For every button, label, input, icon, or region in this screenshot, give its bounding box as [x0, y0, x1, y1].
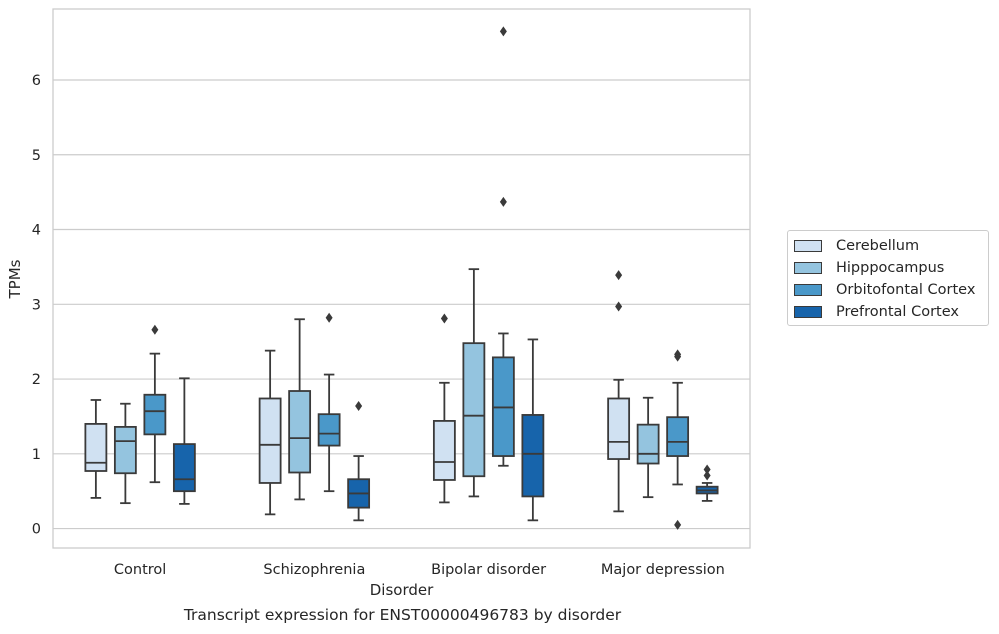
box-iqr: [636, 423, 660, 465]
legend-swatch-hippocampus: [794, 262, 822, 274]
outlier-marker: [325, 312, 333, 323]
box-3-1: [347, 400, 371, 522]
y-tick-label-4: 4: [32, 223, 41, 239]
chart-caption: Transcript expression for ENST0000049678…: [183, 606, 622, 624]
y-axis-label: TPMs: [6, 259, 24, 299]
outlier-marker: [151, 324, 159, 335]
box-2-1: [317, 312, 341, 493]
box-iqr: [317, 413, 341, 447]
box-2-3: [666, 349, 690, 530]
box-1-2: [462, 268, 486, 498]
outlier-marker: [674, 519, 682, 530]
box-iqr: [288, 390, 312, 474]
box-3-2: [521, 338, 545, 522]
y-tick-label-2: 2: [32, 372, 41, 388]
y-tick-label-5: 5: [32, 148, 41, 164]
box-0-3: [607, 270, 631, 513]
box-2-0: [143, 324, 167, 484]
plot-area-frame: [52, 8, 751, 549]
legend-label-cerebellum: Cerebellum: [836, 238, 920, 254]
box-iqr: [84, 423, 108, 472]
legend-item-hippocampus: Hipppocampus: [794, 258, 944, 278]
outlier-marker: [440, 313, 448, 324]
y-tick-label-6: 6: [32, 73, 41, 89]
y-tick-labels: 0 1 2 3 4 5 6: [32, 73, 41, 538]
box-iqr: [258, 397, 282, 484]
legend-swatch-cerebellum: [794, 240, 822, 252]
legend-label-orbitofrontal: Orbitofontal Cortex: [836, 282, 976, 298]
legend-swatch-orbitofrontal: [794, 284, 822, 296]
outlier-marker: [499, 196, 507, 207]
box-0-1: [258, 349, 282, 516]
y-tick-label-0: 0: [32, 522, 41, 538]
legend-label-prefrontal: Prefrontal Cortex: [836, 304, 959, 320]
x-tick-labels: Control Schizophrenia Bipolar disorder Majo…: [114, 562, 725, 578]
outlier-marker: [674, 349, 682, 360]
x-tick-label-3: Major depression: [601, 562, 725, 578]
legend-label-hippocampus: Hipppocampus: [836, 260, 945, 276]
gridlines: [53, 79, 750, 530]
legend-item-orbitofrontal: Orbitofontal Cortex: [794, 280, 975, 300]
legend-item-cerebellum: Cerebellum: [794, 236, 919, 256]
legend-item-prefrontal: Prefrontal Cortex: [794, 302, 959, 322]
box-2-2: [491, 26, 515, 467]
outlier-marker: [499, 26, 507, 37]
legend: Cerebellum Hipppocampus Orbitofontal Cor…: [787, 230, 989, 326]
box-iqr: [521, 414, 545, 498]
box-iqr: [432, 420, 456, 481]
box-iqr: [113, 425, 137, 475]
outlier-marker: [703, 470, 711, 481]
x-tick-label-0: Control: [114, 562, 166, 578]
box-plots: [84, 26, 719, 530]
box-0-2: [432, 313, 456, 504]
x-tick-label-1: Schizophrenia: [263, 562, 365, 578]
box-iqr: [607, 397, 631, 460]
outlier-marker: [615, 270, 623, 281]
box-iqr: [172, 443, 196, 493]
box-iqr: [462, 342, 486, 478]
box-iqr: [143, 393, 167, 436]
box-3-3: [695, 464, 719, 502]
box-3-0: [172, 377, 196, 505]
outlier-marker: [355, 400, 363, 411]
outlier-marker: [703, 464, 711, 475]
outlier-marker: [615, 301, 623, 312]
box-1-3: [636, 396, 660, 499]
box-iqr: [666, 416, 690, 457]
box-0-0: [84, 399, 108, 499]
x-axis-label: Disorder: [370, 581, 434, 599]
box-1-0: [113, 402, 137, 505]
legend-swatch-prefrontal: [794, 306, 822, 318]
y-tick-label-3: 3: [32, 297, 41, 313]
box-1-1: [288, 318, 312, 501]
y-tick-label-1: 1: [32, 447, 41, 463]
x-tick-label-2: Bipolar disorder: [431, 562, 546, 578]
